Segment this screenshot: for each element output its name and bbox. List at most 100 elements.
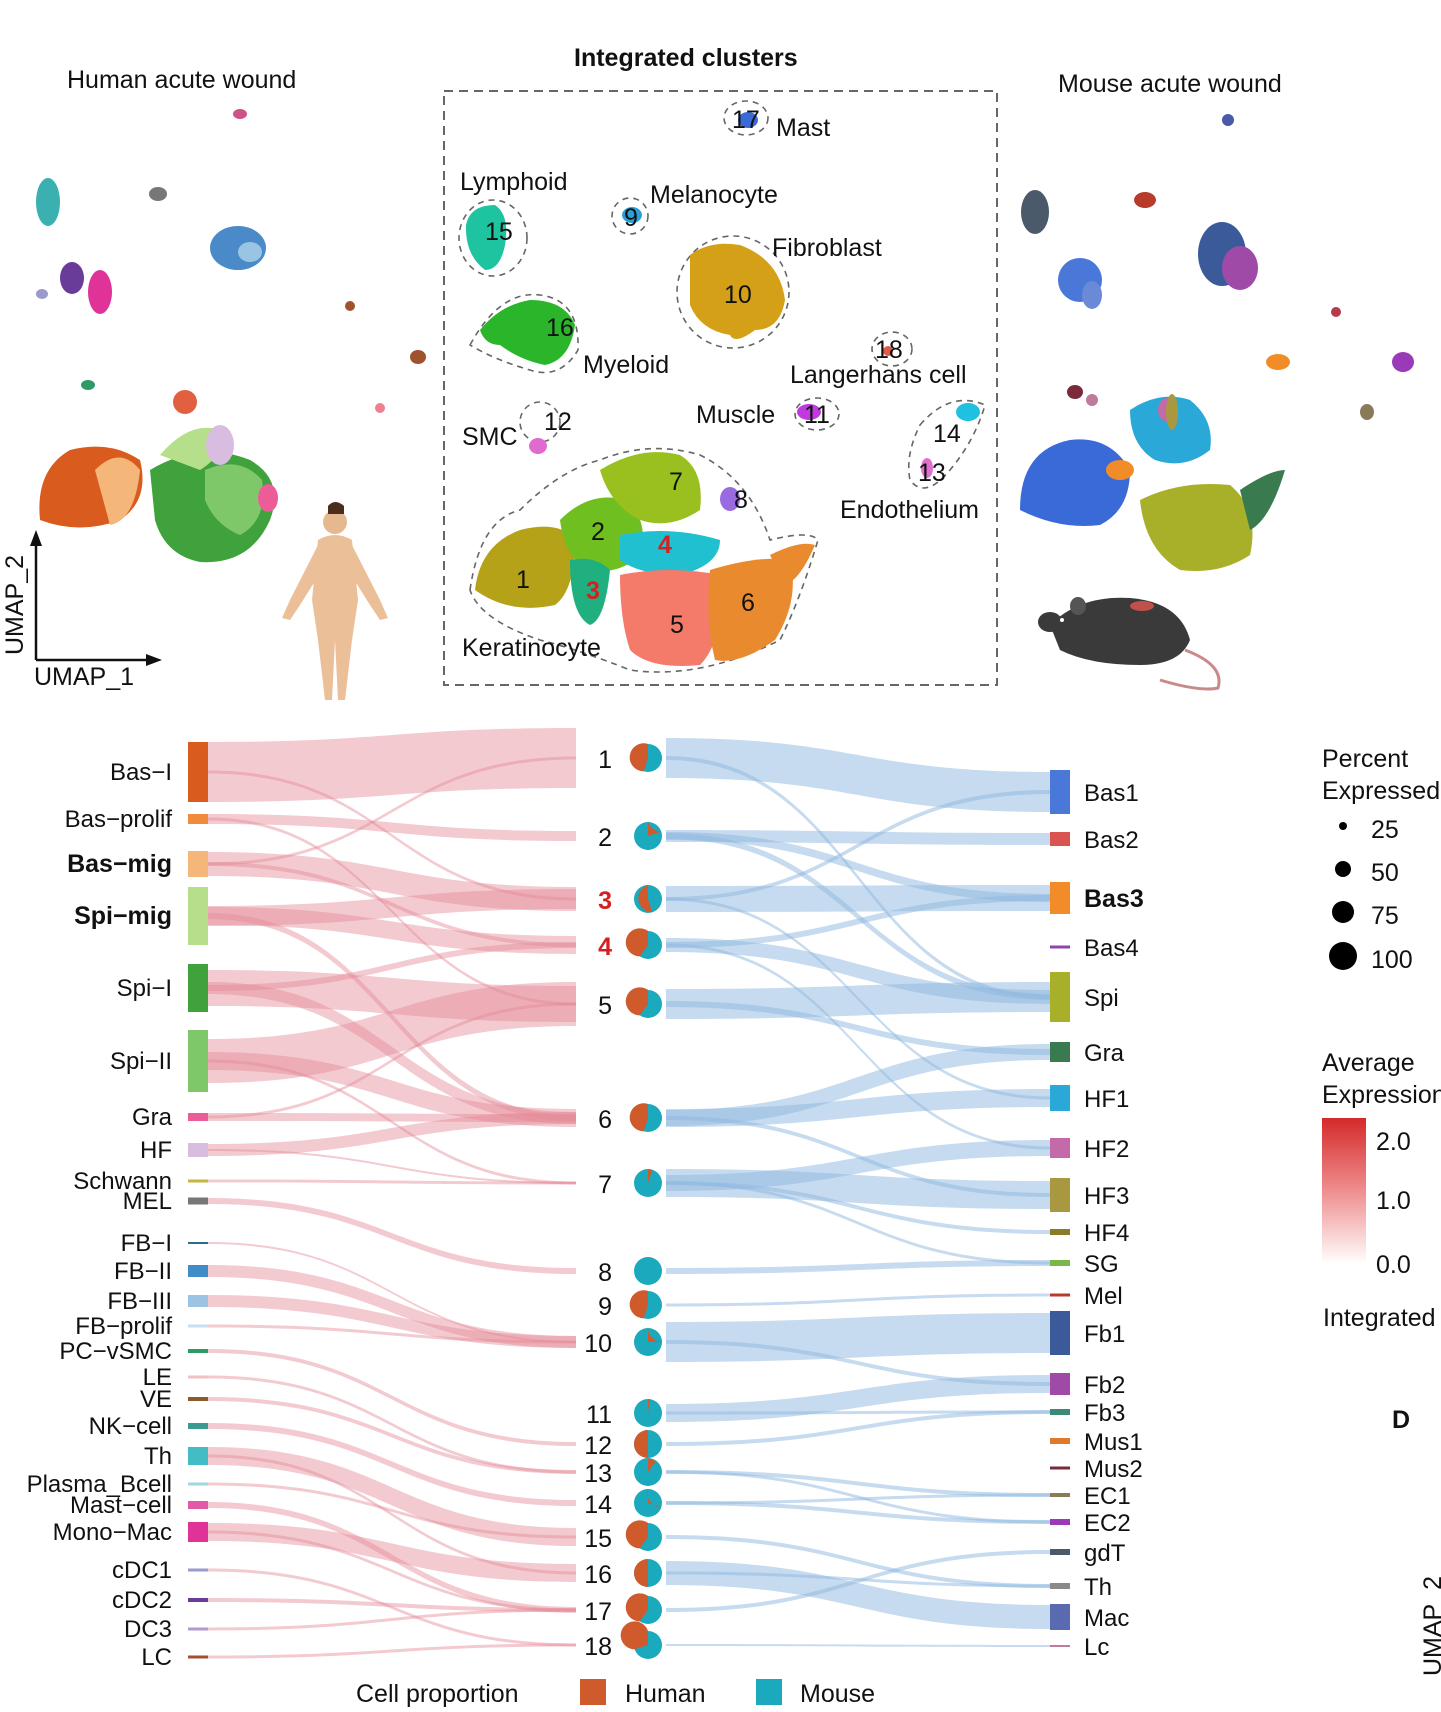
human-link-37 — [208, 1454, 576, 1575]
mouse-link-23 — [666, 790, 1050, 901]
mouse-link-18 — [666, 1535, 1050, 1588]
mouse-bar-fb1 — [1050, 1311, 1070, 1355]
cluster-pie-3 — [634, 885, 662, 913]
mouse-legend-label: Mouse — [800, 1680, 875, 1708]
human-label-dc3: DC3 — [124, 1616, 172, 1643]
avg-tick-0: 0.0 — [1376, 1251, 1411, 1279]
human-link-14 — [208, 1265, 576, 1348]
mouse-label-bas1: Bas1 — [1084, 780, 1139, 807]
mouse-bar-mel — [1050, 1293, 1070, 1297]
mouse-bar-hf3 — [1050, 1178, 1070, 1212]
mouse-bar-th — [1050, 1583, 1070, 1589]
human-panel-title: Human acute wound — [67, 66, 296, 94]
cluster-name-melanocyte: Melanocyte — [650, 181, 778, 209]
human-legend-label: Human — [625, 1680, 706, 1708]
mouse-bar-hf4 — [1050, 1229, 1070, 1235]
mouse-umap — [1020, 114, 1414, 571]
cluster-name-endothelium: Endothelium — [840, 496, 979, 524]
mouse-bar-mus1 — [1050, 1438, 1070, 1444]
mouse-label-hf4: HF4 — [1084, 1220, 1129, 1247]
mouse-bar-gdt — [1050, 1549, 1070, 1555]
cluster-label-9: 9 — [598, 1293, 612, 1321]
mouse-label-fb3: Fb3 — [1084, 1400, 1125, 1427]
human-bar-dc3 — [188, 1627, 208, 1631]
cluster-name-fibroblast: Fibroblast — [772, 234, 882, 262]
cluster-num-14: 14 — [933, 420, 961, 448]
mouse-link-21 — [666, 1644, 1050, 1647]
cluster-pie-16 — [634, 1559, 662, 1587]
human-label-spi-mig: Spi−mig — [74, 902, 172, 930]
avg-title-2: Expression — [1322, 1081, 1441, 1109]
human-link-0 — [208, 728, 576, 802]
human-link-29 — [208, 770, 576, 901]
mouse-bar-hf2 — [1050, 1138, 1070, 1158]
human-link-1 — [208, 814, 576, 841]
cell-proportion-legend: Cell proportion Human Mouse — [356, 1679, 875, 1708]
mouse-bar-bas2 — [1050, 832, 1070, 846]
percent-expressed-legend: Percent Expressed 25 50 75 100 — [1322, 745, 1440, 974]
human-bar-gra — [188, 1113, 208, 1121]
cluster-pie-2 — [634, 822, 662, 850]
mouse-link-27 — [666, 1116, 1050, 1197]
cluster-label-7: 7 — [598, 1171, 612, 1199]
human-label-mel: MEL — [123, 1188, 172, 1215]
human-bar-fb-ii — [188, 1265, 208, 1277]
percent-dot-25 — [1339, 822, 1347, 830]
cluster-name-mast: Mast — [776, 114, 830, 142]
cluster-label-14: 14 — [584, 1491, 612, 1519]
human-link-9 — [208, 1113, 576, 1122]
human-bar-lc — [188, 1655, 208, 1659]
mouse-link-35 — [666, 1571, 1050, 1588]
cluster-label-5: 5 — [598, 992, 612, 1020]
cell-proportion-title: Cell proportion — [356, 1680, 519, 1708]
cluster-label-6: 6 — [598, 1106, 612, 1134]
cluster-num-4: 4 — [658, 531, 672, 559]
human-link-16 — [208, 1324, 576, 1344]
cluster-label-13: 13 — [584, 1460, 612, 1488]
human-link-33 — [208, 913, 576, 1121]
cluster-pie-5 — [625, 987, 662, 1018]
human-type-bars — [188, 742, 208, 1659]
sankey-ribbons — [208, 728, 1050, 1659]
avg-tick-2: 2.0 — [1376, 1128, 1411, 1156]
mouse-link-9 — [666, 1169, 1050, 1209]
cluster-num-17: 17 — [732, 106, 760, 134]
human-bar-schwann — [188, 1179, 208, 1183]
cluster-label-12: 12 — [584, 1432, 612, 1460]
mouse-type-bars — [1050, 770, 1070, 1647]
cluster-pie-9 — [629, 1290, 662, 1319]
mouse-bar-hf1 — [1050, 1085, 1070, 1111]
human-bar-le — [188, 1375, 208, 1379]
cluster-label-8: 8 — [598, 1259, 612, 1287]
human-link-38 — [208, 756, 576, 866]
mouse-label-spi: Spi — [1084, 985, 1119, 1012]
cluster-num-1: 1 — [516, 566, 530, 594]
human-label-fb-iii: FB−III — [107, 1288, 172, 1315]
cluster-pie-15 — [625, 1520, 662, 1551]
umap-x-label: UMAP_1 — [34, 663, 134, 691]
human-link-5 — [208, 970, 576, 1022]
human-label-th: Th — [144, 1443, 172, 1470]
cluster-name-muscle: Muscle — [696, 401, 775, 429]
cluster-label-18: 18 — [584, 1633, 612, 1661]
mouse-link-28 — [666, 1181, 1050, 1265]
mouse-bar-bas4 — [1050, 945, 1070, 949]
human-link-6 — [208, 982, 576, 1124]
cluster-pie-10 — [634, 1328, 662, 1356]
human-label-bas-i: Bas−I — [110, 759, 172, 786]
cluster-num-6: 6 — [741, 589, 755, 617]
human-link-2 — [208, 852, 576, 911]
umap-axes: UMAP_2 UMAP_1 — [1, 530, 162, 691]
cluster-label-16: 16 — [584, 1561, 612, 1589]
human-bar-ve — [188, 1397, 208, 1401]
mouse-bar-ec1 — [1050, 1493, 1070, 1497]
mouse-label-hf1: HF1 — [1084, 1086, 1129, 1113]
mouse-panel-title: Mouse acute wound — [1058, 70, 1282, 98]
human-label-spi-i: Spi−I — [117, 975, 172, 1002]
mouse-bar-spi — [1050, 972, 1070, 1022]
human-label-lc: LC — [141, 1644, 172, 1671]
human-link-24 — [208, 1523, 576, 1582]
human-link-15 — [208, 1295, 576, 1348]
cluster-num-8: 8 — [734, 486, 748, 514]
